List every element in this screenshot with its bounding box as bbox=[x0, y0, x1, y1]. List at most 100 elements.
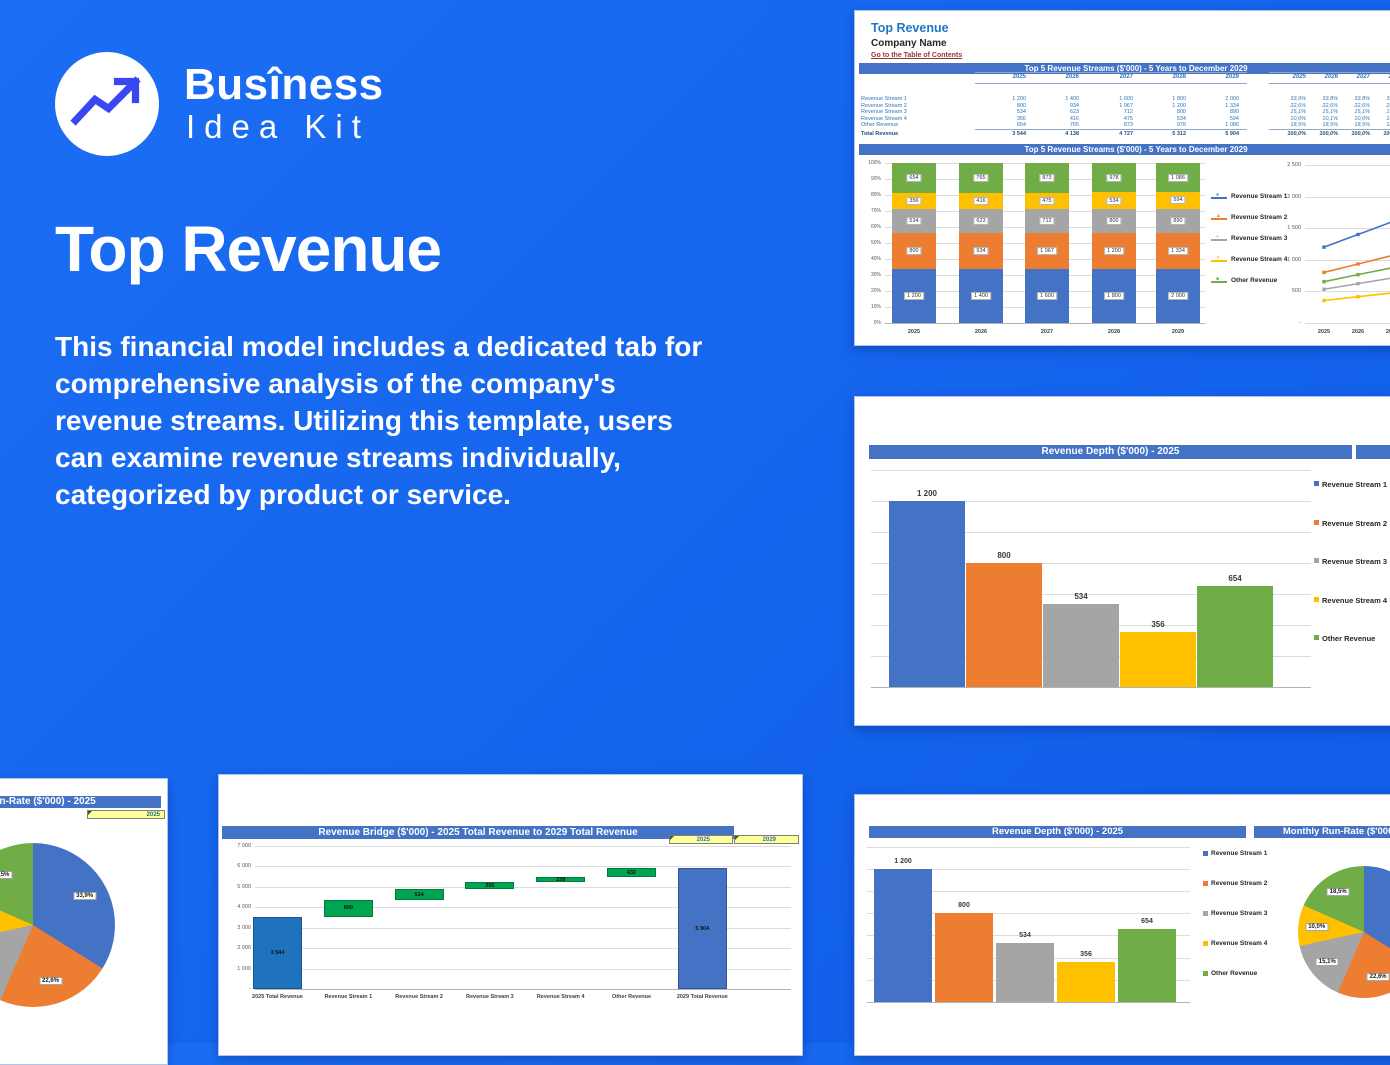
legend-label: Revenue Stream 3 bbox=[1231, 235, 1288, 242]
run-rate-pie-chart: 33,9%22,6%15,1%10,0%18,5% bbox=[0, 779, 167, 1064]
table-pct-cell: 15,1% bbox=[1290, 109, 1306, 116]
table-pct-cell: 18,5% bbox=[1290, 122, 1306, 129]
bridge-year-to-selector[interactable]: 2029 bbox=[734, 835, 799, 844]
table-year-header: 2026 bbox=[1065, 74, 1079, 80]
line-point-marker bbox=[1356, 232, 1360, 237]
table-year-header: 2028 bbox=[1172, 74, 1186, 80]
table-value-cell: 978 bbox=[1176, 122, 1186, 129]
table-pct-cell: 100,0% bbox=[1351, 131, 1370, 137]
table-year-header: 2027 bbox=[1119, 74, 1133, 80]
waterfall-bar: 534 bbox=[394, 889, 444, 901]
stacked-bar-chart: 0% 10% 20% 30% 40% 50% 60% 70% 80% 90% 100% 1 200 80… bbox=[855, 11, 1390, 345]
line-chart-gridline bbox=[1305, 228, 1390, 230]
pie-slice-label: 15,1% bbox=[1315, 958, 1339, 967]
stacked-ytick: 40% bbox=[870, 256, 881, 262]
stacked-ytick: 90% bbox=[870, 176, 881, 182]
bridge-year-to-value: 2029 bbox=[762, 836, 776, 843]
stacked-segment-label: 2 000 bbox=[1168, 291, 1188, 300]
depth-gridline bbox=[871, 470, 1311, 471]
legend-item: ▲ Revenue Stream 2 bbox=[1211, 213, 1331, 224]
table-year-header: 2027 bbox=[1356, 74, 1370, 80]
waterfall-bar: 238 bbox=[536, 877, 586, 883]
table-pct-cell: 18,5% bbox=[1322, 122, 1338, 129]
depth-bar-chart: 1 200 800 534 356 654 bbox=[855, 397, 1390, 725]
legend-label: Revenue Stream 1 bbox=[1231, 193, 1288, 200]
stacked-axis-line bbox=[885, 323, 1205, 324]
legend-label: Revenue Stream 1 bbox=[1211, 850, 1268, 857]
table-value-cell: 4 727 bbox=[1119, 131, 1133, 137]
waterfall-bar: 3 544 bbox=[253, 916, 302, 989]
table-rule bbox=[975, 129, 1247, 130]
legend-item: Revenue Stream 3 bbox=[1314, 557, 1390, 567]
dropdown-corner-mark bbox=[88, 811, 92, 815]
depth-bar bbox=[1057, 962, 1115, 1002]
bridge-ytick: 3 000 bbox=[237, 924, 251, 931]
table-year-header: 2026 bbox=[1324, 74, 1338, 80]
depth-bar bbox=[889, 501, 965, 687]
pie-slice-label: 33,9% bbox=[73, 892, 97, 901]
stacked-segment-label: 890 bbox=[1170, 216, 1186, 225]
stacked-segment-label: 594 bbox=[1170, 196, 1186, 205]
table-value-cell: 416 bbox=[1069, 115, 1079, 122]
stacked-segment-label: 1 200 bbox=[904, 291, 924, 300]
stacked-ytick: 10% bbox=[870, 304, 881, 310]
table-pct-cell: 18,4% bbox=[1386, 122, 1390, 129]
stacked-chart-title-band: Top 5 Revenue Streams ($'000) - 5 Years … bbox=[859, 144, 1390, 155]
sheet-company-name: Company Name bbox=[871, 38, 947, 49]
table-value-cell: 712 bbox=[1123, 109, 1133, 116]
line-point-marker bbox=[1322, 287, 1326, 291]
table-pct-cell: 33,9% bbox=[1386, 96, 1390, 102]
table-rule bbox=[1269, 129, 1390, 130]
stacked-x-label: 2029 bbox=[1171, 329, 1185, 335]
line-chart-ytick: 2 500 bbox=[1287, 162, 1301, 168]
table-pct-cell: 22,6% bbox=[1354, 102, 1370, 109]
depth-gridline bbox=[871, 532, 1311, 533]
table-pct-cell: 22,6% bbox=[1290, 102, 1306, 109]
bridge-title-band: Revenue Bridge ($'000) - 2025 Total Reve… bbox=[222, 826, 734, 839]
line-point-marker bbox=[1356, 272, 1360, 277]
legend-item: Revenue Stream 2 bbox=[1203, 880, 1313, 890]
legend-label: Revenue Stream 3 bbox=[1322, 557, 1388, 566]
stacked-segment-label: 1 200 bbox=[1104, 246, 1124, 255]
stacked-segment-label: 416 bbox=[973, 196, 989, 205]
legend-square-marker bbox=[1203, 881, 1208, 886]
table-year-header: 2025 bbox=[1292, 74, 1306, 80]
legend-square-marker bbox=[1314, 558, 1319, 563]
bridge-year-from-selector[interactable]: 2025 bbox=[669, 835, 733, 844]
stacked-segment-label: 534 bbox=[906, 216, 922, 225]
waterfall-bar: 432 bbox=[607, 868, 656, 878]
pie-slice-label: 18,5% bbox=[1326, 888, 1350, 897]
legend-marker-glyph: + bbox=[1216, 234, 1219, 240]
legend-item: Revenue Stream 4 bbox=[1203, 940, 1313, 950]
stacked-segment-label: 765 bbox=[973, 173, 989, 182]
line-point-marker bbox=[1356, 295, 1360, 299]
panel-revenue-bridge: Revenue Bridge ($'000) - 2025 Total Reve… bbox=[218, 774, 803, 1056]
depth-bar bbox=[1118, 929, 1176, 1002]
line-series bbox=[1323, 221, 1390, 248]
line-chart-x-label: 2025 bbox=[1317, 329, 1331, 335]
legend-line-marker bbox=[1211, 281, 1227, 283]
line-chart-gridline bbox=[1305, 259, 1390, 261]
line-chart-x-label: 2027 bbox=[1385, 329, 1390, 335]
year-selector[interactable]: 2025 bbox=[87, 810, 165, 819]
waterfall-x-label: 2029 Total Revenue bbox=[676, 994, 728, 1000]
table-value-cell: 623 bbox=[1069, 109, 1079, 116]
table-value-cell: 534 bbox=[1016, 109, 1026, 116]
legend-item: Other Revenue bbox=[1203, 970, 1313, 980]
table-value-cell: 5 312 bbox=[1172, 131, 1186, 137]
table-of-contents-link[interactable]: Go to the Table of Contents bbox=[871, 52, 963, 59]
table-row-label: Revenue Stream 1 bbox=[861, 96, 907, 102]
line-series bbox=[1323, 267, 1390, 283]
line-chart-ytick: - bbox=[1299, 320, 1301, 326]
line-point-marker bbox=[1322, 279, 1326, 284]
waterfall-x-label: Revenue Stream 4 bbox=[536, 994, 585, 1000]
line-chart-gridline bbox=[1305, 165, 1390, 166]
legend-square-marker bbox=[1203, 851, 1208, 856]
depth-gridline bbox=[867, 1002, 1190, 1003]
legend-label: Revenue Stream 2 bbox=[1322, 518, 1388, 528]
legend-square-marker bbox=[1314, 481, 1319, 486]
trending-up-icon bbox=[70, 76, 141, 126]
depth-gridline bbox=[871, 594, 1311, 595]
depth-gridline bbox=[867, 846, 1190, 848]
